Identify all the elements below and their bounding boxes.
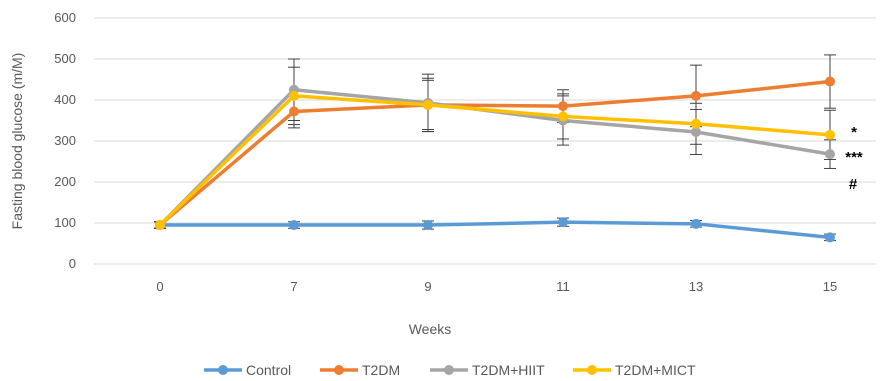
data-point	[423, 220, 433, 231]
y-tick-labels: 0 100 200 300 400 500 600	[54, 10, 76, 271]
legend-swatch-marker	[587, 365, 597, 375]
x-tick-label: 15	[823, 279, 837, 294]
significance-annotation-3: #	[849, 176, 858, 193]
series-line	[160, 220, 831, 240]
data-point	[825, 149, 835, 160]
x-tick-label: 0	[156, 279, 163, 294]
series-t2dm-mict	[155, 90, 835, 231]
y-tick-label: 0	[69, 256, 76, 271]
legend: Control T2DM T2DM+HIIT T2DM+MICT	[204, 362, 696, 378]
legend-swatch-marker	[444, 365, 454, 375]
legend-label: T2DM+MICT	[615, 362, 696, 378]
y-tick-label: 400	[54, 92, 76, 107]
data-point	[691, 118, 701, 129]
error-bars	[154, 54, 836, 242]
data-point	[825, 232, 835, 243]
series-lines	[155, 76, 835, 243]
gridlines	[94, 17, 876, 224]
data-point	[691, 218, 701, 229]
series-t2dm	[155, 76, 835, 231]
y-tick-label: 200	[54, 174, 76, 189]
series-line	[158, 94, 831, 227]
significance-annotation-1: *	[851, 124, 857, 141]
series-line	[158, 79, 831, 227]
y-tick-label: 100	[54, 215, 76, 230]
legend-swatch-marker	[334, 365, 344, 375]
series-control	[155, 217, 835, 243]
legend-item: T2DM	[320, 362, 400, 378]
x-tick-labels: 0 7 9 11 13 15	[156, 279, 837, 294]
data-point	[289, 220, 299, 231]
data-point	[825, 129, 835, 140]
data-point	[825, 76, 835, 87]
legend-label: T2DM	[362, 362, 400, 378]
data-point	[691, 90, 701, 101]
data-point	[558, 217, 568, 228]
y-tick-label: 600	[54, 10, 76, 25]
data-point	[289, 106, 299, 117]
data-point	[289, 90, 299, 101]
x-tick-label: 9	[424, 279, 431, 294]
legend-label: Control	[246, 362, 291, 378]
x-tick-label: 7	[290, 279, 297, 294]
legend-label: T2DM+HIIT	[472, 362, 545, 378]
y-tick-label: 500	[54, 51, 76, 66]
legend-item: T2DM+HIIT	[430, 362, 545, 378]
x-tick-label: 11	[556, 279, 570, 294]
data-point	[155, 220, 165, 231]
data-point	[558, 111, 568, 122]
x-tick-label: 13	[689, 279, 703, 294]
data-point	[423, 99, 433, 110]
legend-item: Control	[204, 362, 291, 378]
y-tick-label: 300	[54, 133, 76, 148]
legend-swatch-marker	[218, 365, 228, 375]
legend-item: T2DM+MICT	[573, 362, 696, 378]
significance-annotation-2: ***	[845, 149, 863, 166]
data-point	[558, 101, 568, 112]
x-axis-label: Weeks	[409, 321, 452, 337]
data-point	[691, 126, 701, 137]
y-axis-label: Fasting blood glucose (m/M)	[9, 53, 25, 230]
